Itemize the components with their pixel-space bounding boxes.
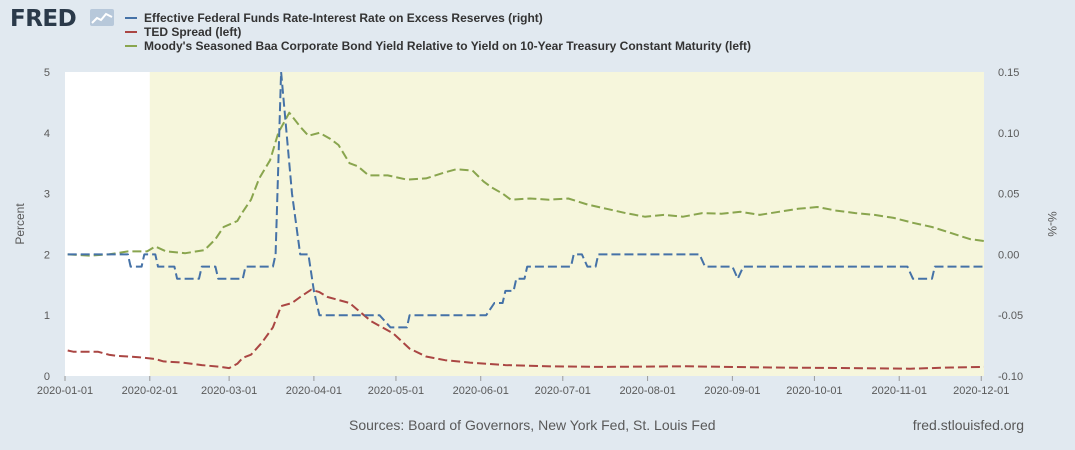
- x-tick-label: 2020-10-01: [786, 385, 842, 397]
- y2-tick-label: 0.05: [998, 189, 1019, 201]
- series-line-effr: [67, 72, 984, 329]
- legend-label-ted: TED Spread (left): [144, 25, 242, 39]
- y2-tick-label: -0.10: [998, 371, 1023, 383]
- y2-tick-label: 0.10: [998, 128, 1019, 140]
- x-tick-label: 2020-01-01: [37, 385, 93, 397]
- y-tick-label: 2: [44, 249, 50, 261]
- legend-swatch-baa: [125, 45, 137, 47]
- x-tick-label: 2020-07-01: [535, 385, 591, 397]
- legend-label-effr: Effective Federal Funds Rate-Interest Ra…: [144, 11, 543, 25]
- x-tick-label: 2020-05-01: [368, 385, 424, 397]
- legend-item-effr: Effective Federal Funds Rate-Interest Ra…: [125, 11, 751, 25]
- legend-swatch-ted: [125, 31, 137, 33]
- y-tick-label: 5: [44, 67, 50, 79]
- x-tick-label: 2020-08-01: [619, 385, 675, 397]
- series-line-ted: [67, 288, 984, 370]
- sources-note: Sources: Board of Governors, New York Fe…: [349, 417, 716, 433]
- y2-tick-label: 0.15: [998, 67, 1019, 79]
- x-tick-label: 2020-06-01: [453, 385, 509, 397]
- y-tick-label: 4: [44, 128, 50, 140]
- legend-swatch-effr: [125, 17, 137, 19]
- x-tick-label: 2020-04-01: [286, 385, 342, 397]
- line-chart-icon: [90, 9, 114, 26]
- site-link[interactable]: fred.stlouisfed.org: [912, 417, 1024, 433]
- legend-item-ted: TED Spread (left): [125, 25, 751, 39]
- chart: 2020-01-01 2020-02-01 2020-03-01 2020-04-01…: [13, 67, 1059, 397]
- y2-tick-label: -0.05: [998, 310, 1023, 322]
- legend-item-baa: Moody's Seasoned Baa Corporate Bond Yiel…: [125, 39, 751, 53]
- fred-logo[interactable]: FRED: [10, 6, 77, 32]
- x-tick-label: 2020-03-01: [201, 385, 257, 397]
- y2-tick-label: 0.00: [998, 249, 1019, 261]
- y2-axis-title: %-%: [1045, 211, 1059, 237]
- x-tick-label: 2020-02-01: [122, 385, 178, 397]
- y-tick-label: 3: [44, 189, 50, 201]
- recession-shading: [149, 72, 984, 376]
- x-tick-label: 2020-11-01: [871, 385, 926, 397]
- y-axis-title: Percent: [13, 203, 27, 245]
- legend-label-baa: Moody's Seasoned Baa Corporate Bond Yiel…: [144, 39, 751, 53]
- y-tick-label: 0: [44, 371, 50, 383]
- x-tick-label: 2020-09-01: [704, 385, 760, 397]
- y-tick-label: 1: [44, 310, 50, 322]
- chart-legend: Effective Federal Funds Rate-Interest Ra…: [125, 11, 751, 53]
- series-line-baa: [67, 111, 984, 257]
- x-tick-label: 2020-12-01: [953, 385, 1009, 397]
